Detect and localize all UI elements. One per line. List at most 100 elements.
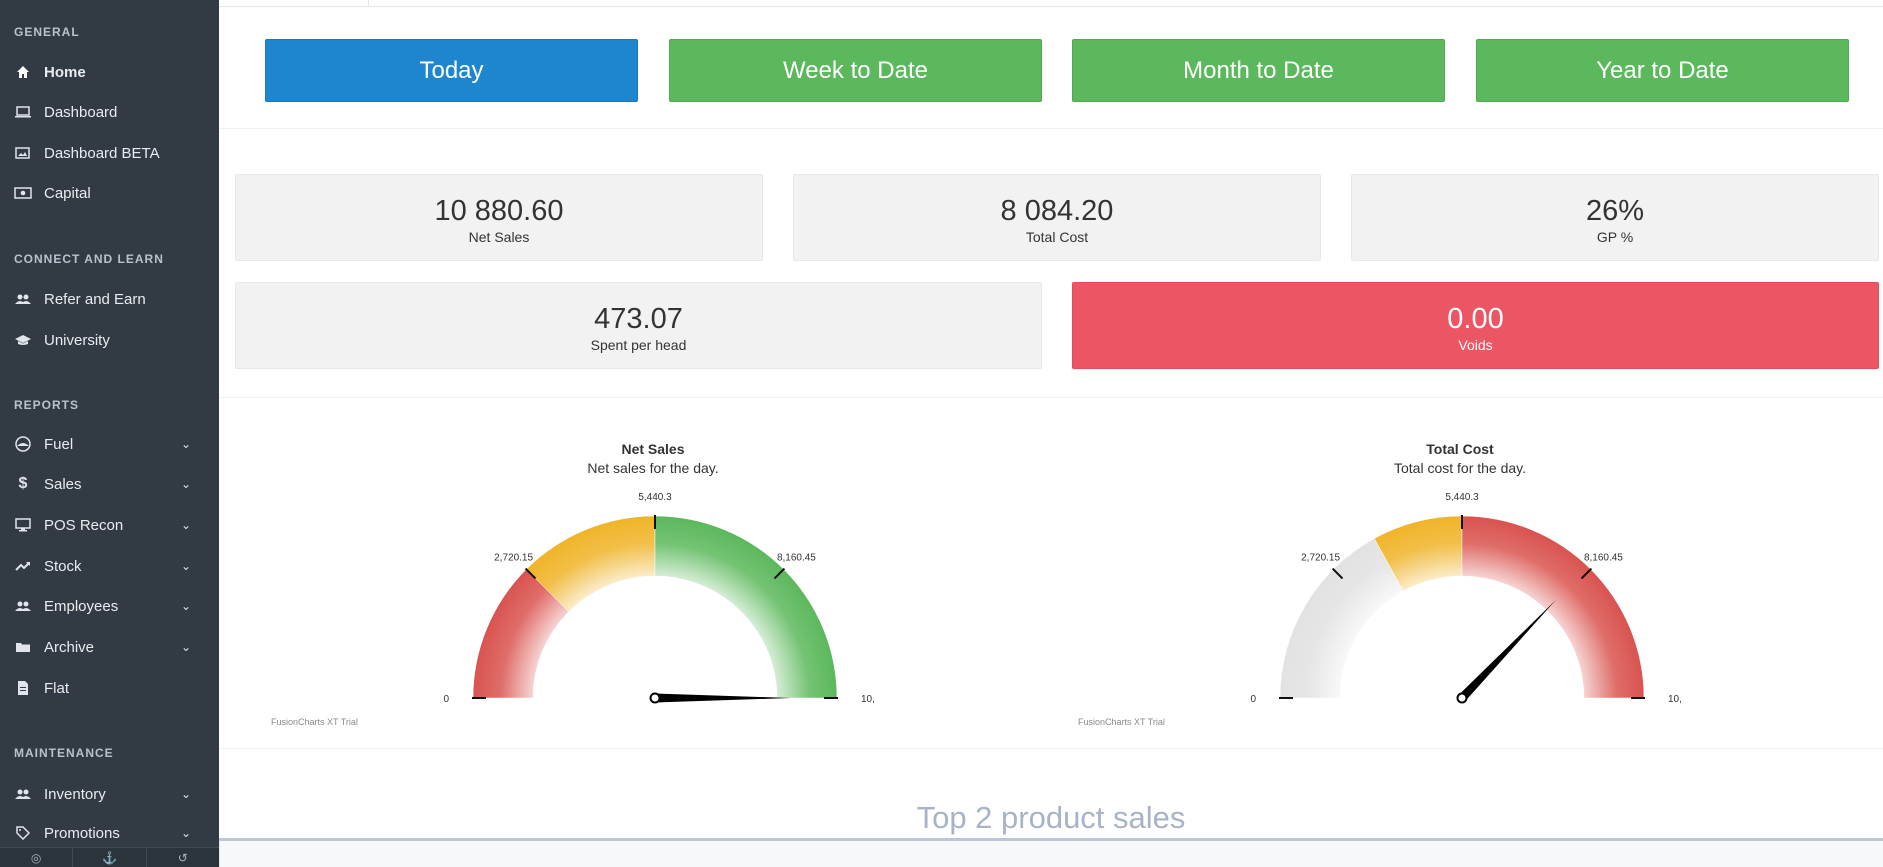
- sidebar-item-label: Stock: [44, 557, 82, 575]
- sidebar-item-label: Capital: [44, 184, 91, 202]
- gauge-tick-label: 0: [443, 694, 449, 705]
- chevron-down-icon: ⌄: [180, 787, 192, 801]
- home-icon: [14, 63, 32, 81]
- gauge-band: [654, 515, 838, 699]
- section-title-general: GENERAL: [14, 25, 80, 39]
- gauge-icon: [14, 435, 32, 453]
- sidebar-item-sales[interactable]: $ Sales ⌄: [0, 468, 219, 500]
- gauge-tick: [1331, 567, 1344, 580]
- gp-value: 26%: [1585, 195, 1645, 227]
- sidebar-item-inventory[interactable]: Inventory ⌄: [0, 778, 219, 810]
- gauge-tick: [524, 567, 537, 580]
- section-title-reports: REPORTS: [14, 398, 80, 412]
- spent-per-head-label: Spent per head: [590, 337, 687, 353]
- gauge-subtitle: Net sales for the day.: [587, 460, 719, 476]
- sidebar-item-label: Sales: [44, 475, 82, 493]
- anchor-icon[interactable]: ⚓: [73, 848, 147, 867]
- sidebar-item-label: Home: [44, 63, 86, 81]
- sidebar-item-label: Archive: [44, 638, 95, 656]
- sidebar-item-promotions[interactable]: Promotions ⌄: [0, 817, 219, 849]
- logout-icon[interactable]: ↺: [177, 850, 188, 865]
- users-icon: [14, 290, 32, 308]
- net-sales-gauge: 0 2,720.15 5,440.3 8,160.45 10,880.6: [443, 492, 875, 705]
- top-products-panel: [219, 841, 1883, 867]
- chevron-down-icon: ⌄: [180, 559, 192, 573]
- gauge-tick: [773, 567, 786, 580]
- sidebar-item-employees[interactable]: Employees ⌄: [0, 590, 219, 622]
- divider: [219, 397, 1883, 398]
- sidebar-item-capital[interactable]: Capital: [0, 177, 219, 209]
- today-button[interactable]: Today: [265, 39, 638, 102]
- gauge-tick-label: 0: [1250, 694, 1256, 705]
- chevron-down-icon: ⌄: [180, 826, 192, 840]
- chart-trial-label: FusionCharts XT Trial: [1078, 717, 1165, 727]
- sidebar-item-pos-recon[interactable]: POS Recon ⌄: [0, 509, 219, 541]
- total-cost-gauge: 0 2,720.15 5,440.3 8,160.45 10,880.6: [1250, 492, 1682, 705]
- sidebar-item-dashboard[interactable]: Dashboard: [0, 96, 219, 128]
- gauge-pivot: [1456, 692, 1468, 704]
- trending-up-icon: [14, 557, 32, 575]
- sidebar-item-refer-and-earn[interactable]: Refer and Earn: [0, 283, 219, 315]
- sidebar-item-stock[interactable]: Stock ⌄: [0, 550, 219, 582]
- gauge-subtitle: Total cost for the day.: [1393, 460, 1527, 476]
- main-content: Today Week to Date Month to Date Year to…: [219, 0, 1883, 867]
- section-title-connect: CONNECT AND LEARN: [14, 252, 164, 266]
- gauge-title: Net Sales: [621, 441, 685, 457]
- gauge-tick-label: 10,880.6: [1668, 694, 1682, 705]
- sidebar-item-home[interactable]: Home: [0, 56, 219, 88]
- top-divider: [219, 6, 1883, 7]
- globe-icon[interactable]: ◎: [0, 848, 74, 867]
- users-icon: [14, 785, 32, 803]
- net-sales-label: Net Sales: [468, 229, 530, 245]
- total-cost-value: 8 084.20: [1000, 195, 1114, 227]
- total-cost-label: Total Cost: [1025, 229, 1089, 245]
- sidebar-item-archive[interactable]: Archive ⌄: [0, 631, 219, 663]
- divider: [219, 128, 1883, 129]
- section-title-maintenance: MAINTENANCE: [14, 746, 114, 760]
- divider: [219, 748, 1883, 749]
- dollar-icon: $: [18, 475, 28, 492]
- sidebar-item-fuel[interactable]: Fuel ⌄: [0, 428, 219, 460]
- chevron-down-icon: ⌄: [180, 518, 192, 532]
- week-to-date-button[interactable]: Week to Date: [669, 39, 1042, 102]
- gauge-title: Total Cost: [1426, 441, 1494, 457]
- gauge-pivot: [649, 692, 661, 704]
- gp-card: 26% GP %: [1351, 174, 1879, 261]
- gp-label: GP %: [1596, 229, 1634, 245]
- tag-icon: [14, 824, 32, 842]
- sidebar-item-label: Refer and Earn: [44, 290, 146, 308]
- sidebar-footer: ◎ ⚓ ↺: [0, 847, 219, 867]
- sidebar-item-university[interactable]: University: [0, 324, 219, 356]
- sidebar: GENERAL Home Dashboard Dashboard BETA Ca…: [0, 0, 219, 867]
- section-divider-bar: [219, 838, 1883, 841]
- net-sales-value: 10 880.60: [434, 195, 564, 227]
- voids-label: Voids: [1458, 337, 1493, 353]
- month-to-date-button[interactable]: Month to Date: [1072, 39, 1445, 102]
- gauge-tick-label: 10,880.6: [861, 694, 875, 705]
- voids-value: 0.00: [1447, 303, 1504, 335]
- chevron-down-icon: ⌄: [180, 477, 192, 491]
- sidebar-item-label: Inventory: [44, 785, 106, 803]
- chart-trial-label: FusionCharts XT Trial: [271, 717, 358, 727]
- gauge-tick-label: 2,720.15: [494, 553, 533, 564]
- gauge-needle: [1458, 599, 1557, 702]
- chevron-down-icon: ⌄: [180, 599, 192, 613]
- monitor-icon: [14, 103, 32, 121]
- gauge-tick-label: 8,160.45: [777, 553, 816, 564]
- chevron-down-icon: ⌄: [180, 437, 192, 451]
- sidebar-item-flat[interactable]: Flat: [0, 672, 219, 704]
- desktop-icon: [14, 516, 32, 534]
- gauge-band: [1279, 538, 1404, 699]
- top-tab-separator: [368, 0, 369, 6]
- money-icon: [14, 184, 32, 202]
- gauge-tick: [1580, 567, 1593, 580]
- year-to-date-button[interactable]: Year to Date: [1476, 39, 1849, 102]
- spent-per-head-value: 473.07: [594, 303, 683, 335]
- sidebar-item-label: Dashboard: [44, 103, 118, 121]
- sidebar-item-dashboard-beta[interactable]: Dashboard BETA: [0, 137, 219, 169]
- image-icon: [14, 144, 32, 162]
- sidebar-item-label: Dashboard BETA: [44, 144, 160, 162]
- voids-card: 0.00 Voids: [1072, 282, 1879, 369]
- sidebar-item-label: Employees: [44, 597, 119, 615]
- net-sales-card: 10 880.60 Net Sales: [235, 174, 763, 261]
